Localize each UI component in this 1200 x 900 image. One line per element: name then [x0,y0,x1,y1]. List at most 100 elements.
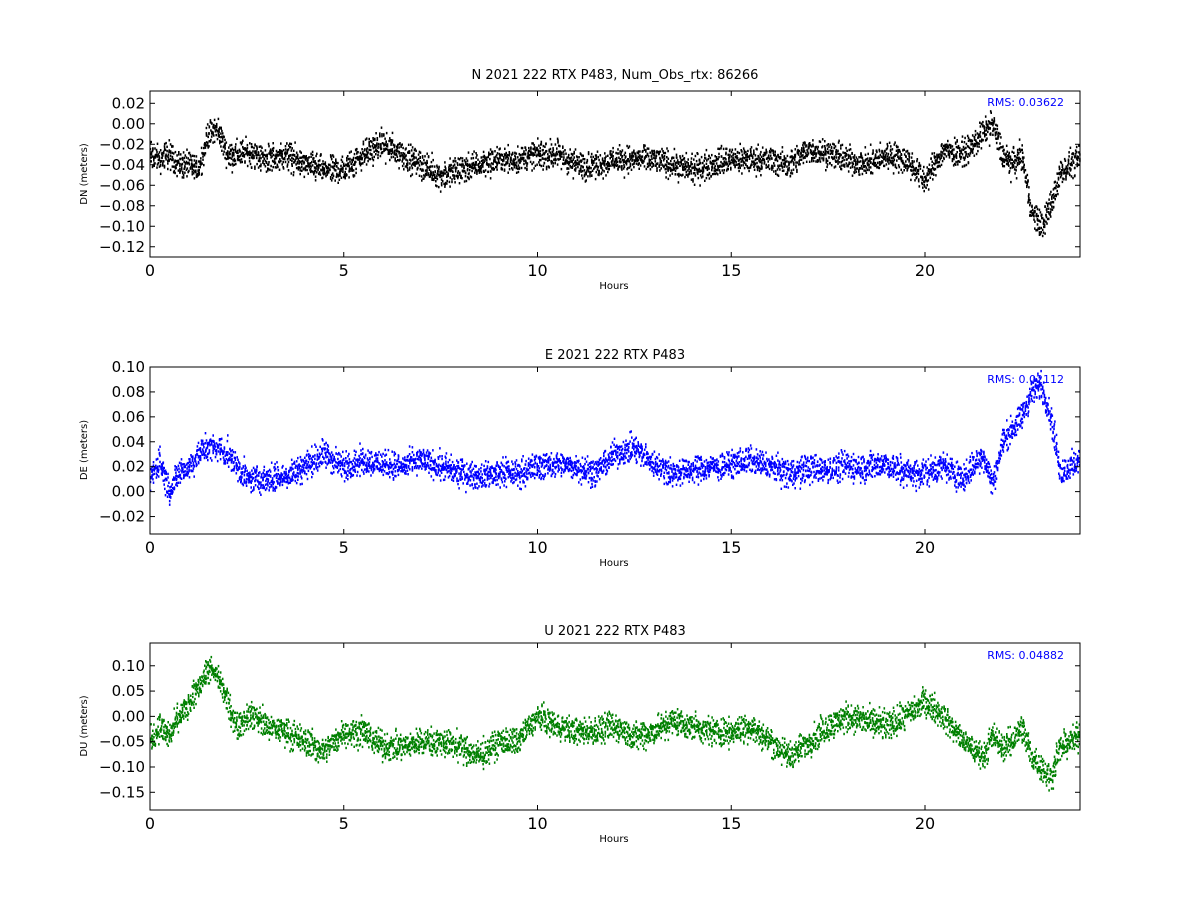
north-data-point [886,163,888,165]
north-data-point [459,172,461,174]
north-data-point [300,152,302,154]
north-data-point [260,157,262,159]
north-data-point [1019,148,1021,150]
east-data-point [163,480,165,482]
north-data-point [196,166,198,168]
north-data-point [704,154,706,156]
north-data-point [167,162,169,164]
north-y-tick-label: −0.06 [99,176,145,194]
north-data-point [319,159,321,161]
north-data-point [361,148,363,150]
north-data-point [1000,146,1002,148]
north-data-point [745,151,747,153]
north-data-point [474,172,476,174]
north-data-point [382,151,384,153]
north-data-point [625,155,627,157]
north-data-point [573,177,575,179]
north-data-point [842,156,844,158]
east-data-point [159,452,161,454]
east-data-point [304,471,306,473]
north-data-point [656,167,658,169]
north-data-point [160,160,162,162]
north-data-point [368,138,370,140]
east-data-point [170,493,172,495]
east-data-point [301,477,303,479]
east-data-point [152,469,154,471]
north-data-point [734,166,736,168]
east-data-point [244,474,246,476]
north-data-point [394,150,396,152]
north-data-point [161,157,163,159]
north-data-point [770,155,772,157]
north-data-point [828,146,830,148]
north-data-point [558,158,560,160]
north-data-point [568,154,570,156]
north-data-point [399,159,401,161]
north-data-point [887,158,889,160]
north-data-point [449,157,451,159]
north-data-point [849,162,851,164]
east-data-point [259,471,261,473]
north-data-point [542,168,544,170]
east-data-point [194,458,196,460]
north-data-point [723,172,725,174]
north-data-point [332,172,334,174]
north-data-point [483,151,485,153]
north-data-point [975,134,977,136]
north-data-point [739,158,741,160]
north-data-point [334,179,336,181]
north-data-point [464,180,466,182]
east-data-point [176,478,178,480]
east-data-point [299,473,301,475]
north-data-point [164,143,166,145]
north-data-point [999,147,1001,149]
north-data-point [548,166,550,168]
north-data-point [723,164,725,166]
north-data-point [629,145,631,147]
north-data-point [507,159,509,161]
north-data-point [266,161,268,163]
north-data-point [1011,151,1013,153]
north-data-point [530,161,532,163]
north-data-point [465,175,467,177]
north-data-point [512,168,514,170]
north-data-point [969,154,971,156]
north-data-point [1048,202,1050,204]
north-data-point [310,165,312,167]
north-data-point [446,182,448,184]
north-data-point [205,152,207,154]
north-data-point [596,162,598,164]
north-data-point [995,128,997,130]
north-data-point [261,147,263,149]
north-data-point [817,146,819,148]
east-data-point [302,464,304,466]
north-data-point [287,163,289,165]
north-data-point [590,156,592,158]
north-data-point [368,141,370,143]
north-data-point [617,152,619,154]
north-data-point [582,170,584,172]
north-data-point [660,150,662,152]
north-data-point [935,156,937,158]
north-data-point [657,162,659,164]
north-data-point [285,145,287,147]
north-data-point [662,156,664,158]
north-data-point [451,181,453,183]
north-data-point [194,159,196,161]
north-data-point [939,165,941,167]
north-data-point [1067,164,1069,166]
north-data-point [1062,164,1064,166]
north-data-point [729,149,731,151]
north-data-point [589,175,591,177]
north-data-point [165,142,167,144]
north-data-point [721,155,723,157]
north-data-point [696,160,698,162]
north-data-point [430,165,432,167]
north-data-point [507,162,509,164]
north-data-point [444,161,446,163]
north-data-point [943,158,945,160]
north-data-point [749,158,751,160]
north-data-point [426,173,428,175]
north-data-point [931,173,933,175]
north-data-point [397,159,399,161]
